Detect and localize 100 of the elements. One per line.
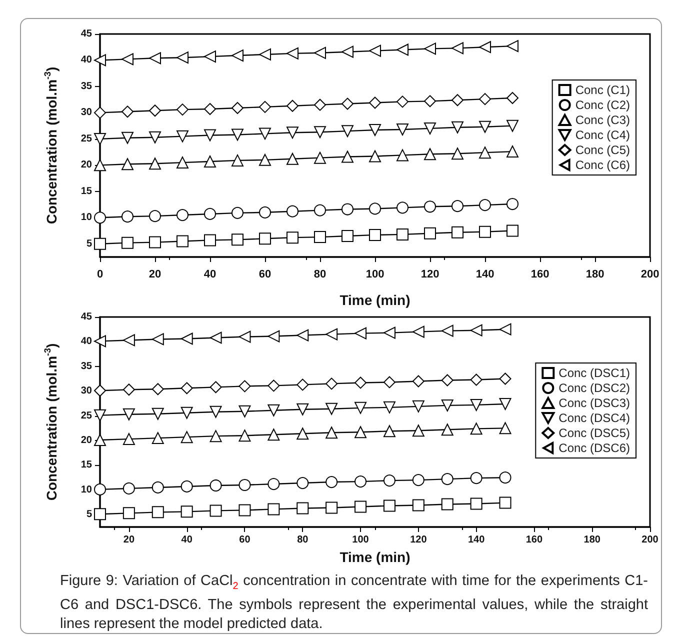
point bbox=[122, 132, 134, 144]
point bbox=[506, 224, 518, 237]
point bbox=[326, 378, 338, 390]
point bbox=[268, 478, 280, 490]
point bbox=[149, 52, 161, 64]
point bbox=[122, 433, 135, 446]
point bbox=[296, 403, 309, 416]
point bbox=[499, 496, 512, 509]
point bbox=[314, 46, 326, 59]
point bbox=[499, 398, 512, 410]
point bbox=[94, 384, 106, 397]
point bbox=[152, 333, 164, 346]
y-axis-title: Concentration (mol.m-3) bbox=[42, 343, 60, 501]
x-tick-label: 200 bbox=[640, 268, 660, 280]
point bbox=[204, 156, 216, 168]
x-tick-label: 0 bbox=[96, 268, 104, 280]
point bbox=[286, 47, 298, 60]
x-axis-title: Time (min) bbox=[340, 292, 410, 308]
point bbox=[180, 480, 193, 492]
y-tick-label: 25 bbox=[80, 133, 92, 144]
point bbox=[176, 209, 188, 222]
point bbox=[452, 94, 464, 106]
y-tick-label: 5 bbox=[86, 509, 92, 520]
point bbox=[94, 212, 106, 224]
x-tick-label: 120 bbox=[420, 268, 440, 280]
point bbox=[268, 380, 280, 392]
legend-label: Conc (C6) bbox=[575, 158, 630, 172]
point bbox=[314, 204, 326, 216]
point bbox=[470, 398, 482, 411]
point bbox=[180, 382, 193, 394]
y-tick-label: 35 bbox=[80, 360, 92, 372]
point bbox=[296, 329, 309, 342]
point bbox=[180, 406, 193, 419]
point bbox=[326, 426, 338, 439]
point bbox=[396, 202, 408, 214]
y-tick-label: 35 bbox=[80, 80, 92, 92]
point bbox=[369, 44, 381, 57]
point bbox=[180, 332, 193, 345]
point bbox=[296, 502, 309, 514]
point bbox=[441, 473, 454, 486]
point bbox=[354, 476, 367, 488]
y-tick-label: 25 bbox=[80, 410, 92, 422]
x-tick-label: 160 bbox=[530, 268, 550, 280]
point bbox=[470, 472, 482, 484]
point bbox=[506, 198, 518, 210]
point bbox=[149, 158, 161, 170]
point bbox=[210, 430, 222, 442]
point bbox=[499, 323, 512, 336]
point bbox=[149, 131, 161, 144]
y-tick-label: 40 bbox=[80, 336, 92, 348]
point bbox=[383, 474, 396, 487]
x-tick-label: 80 bbox=[314, 268, 326, 280]
point bbox=[354, 376, 367, 389]
point bbox=[204, 234, 216, 246]
y-tick-label: 15 bbox=[80, 460, 92, 471]
point bbox=[424, 42, 436, 55]
point bbox=[232, 206, 244, 219]
legend-label: Conc (C2) bbox=[575, 98, 630, 112]
point bbox=[470, 374, 482, 386]
point bbox=[342, 125, 354, 138]
point bbox=[314, 126, 326, 138]
point bbox=[232, 154, 244, 166]
point bbox=[424, 227, 436, 240]
point bbox=[383, 500, 396, 512]
point bbox=[238, 405, 251, 418]
point bbox=[369, 96, 381, 109]
legend-label: Conc (DSC5) bbox=[558, 426, 630, 440]
point bbox=[424, 95, 436, 108]
legend-label: Conc (DSC4) bbox=[558, 411, 630, 425]
point bbox=[238, 479, 251, 491]
point bbox=[342, 98, 354, 110]
x-tick-label: 200 bbox=[642, 534, 659, 546]
y-tick-label: 30 bbox=[80, 386, 92, 397]
legend-label: Conc (C3) bbox=[575, 113, 630, 127]
point bbox=[94, 335, 106, 348]
point bbox=[122, 408, 135, 420]
point bbox=[383, 376, 396, 388]
point bbox=[152, 383, 164, 396]
point bbox=[412, 375, 424, 388]
x-tick-label: 100 bbox=[352, 534, 370, 546]
point bbox=[383, 425, 396, 438]
y-tick-label: 10 bbox=[80, 484, 92, 496]
point bbox=[441, 424, 454, 436]
point bbox=[176, 104, 188, 116]
point bbox=[342, 150, 354, 163]
point bbox=[354, 402, 367, 414]
y-tick-label: 15 bbox=[80, 186, 92, 197]
point bbox=[286, 205, 298, 218]
point bbox=[369, 202, 381, 215]
legend-label: Conc (DSC2) bbox=[558, 381, 630, 395]
point bbox=[204, 208, 216, 220]
x-tick-label: 120 bbox=[410, 534, 428, 546]
point bbox=[204, 129, 216, 142]
point bbox=[314, 231, 326, 244]
point bbox=[396, 149, 408, 162]
point bbox=[152, 481, 164, 494]
x-tick-label: 20 bbox=[123, 534, 135, 546]
point bbox=[424, 200, 436, 213]
x-tick-label: 20 bbox=[148, 268, 162, 280]
point bbox=[152, 408, 164, 420]
